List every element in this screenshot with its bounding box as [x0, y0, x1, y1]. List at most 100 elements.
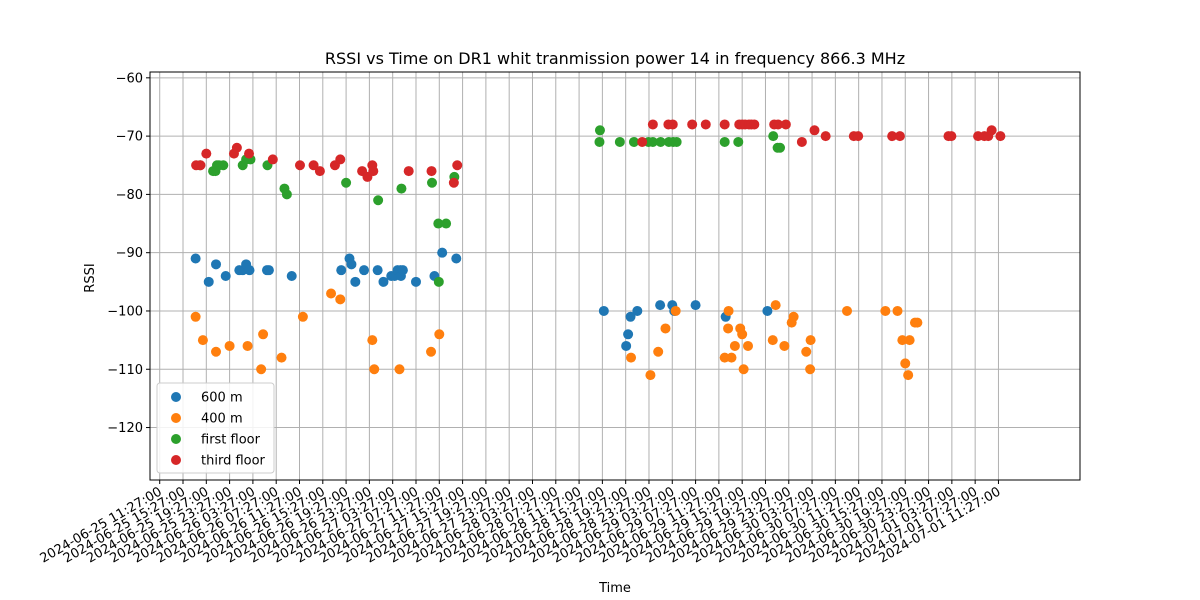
data-point	[308, 160, 319, 171]
data-point	[231, 142, 242, 153]
data-point	[350, 276, 361, 287]
data-point	[396, 183, 407, 194]
plot-frame	[149, 71, 1081, 481]
data-point	[594, 136, 605, 147]
data-point	[719, 136, 730, 147]
data-point	[434, 329, 445, 340]
chart-title: RSSI vs Time on DR1 whit tranmission pow…	[325, 49, 905, 68]
y-axis-title: RSSI	[83, 263, 98, 292]
data-point	[788, 311, 799, 322]
data-point	[892, 305, 903, 316]
data-point	[614, 136, 625, 147]
data-point	[647, 119, 658, 130]
legend-label: 400 m	[201, 412, 243, 427]
data-point	[341, 177, 352, 188]
data-point	[244, 265, 255, 276]
data-point	[894, 131, 905, 142]
data-point	[733, 136, 744, 147]
data-point	[426, 166, 437, 177]
data-point	[770, 300, 781, 311]
data-point	[326, 288, 337, 299]
data-point	[195, 160, 206, 171]
data-point	[655, 300, 666, 311]
data-point	[726, 352, 737, 363]
data-point	[256, 364, 267, 375]
data-point	[738, 364, 749, 375]
data-point	[594, 125, 605, 136]
data-point	[359, 265, 370, 276]
data-point	[647, 136, 658, 147]
data-point	[946, 131, 957, 142]
data-point	[369, 364, 380, 375]
data-point	[897, 335, 908, 346]
data-point	[767, 335, 778, 346]
legend-label: third floor	[201, 454, 266, 469]
y-tick-label: −60	[116, 71, 143, 86]
data-point	[762, 305, 773, 316]
data-point	[451, 253, 462, 264]
data-point	[335, 294, 346, 305]
data-point	[394, 364, 405, 375]
data-point	[667, 119, 678, 130]
legend-box	[156, 382, 275, 474]
data-point	[900, 358, 911, 369]
data-point	[719, 119, 730, 130]
data-point	[742, 340, 753, 351]
data-point	[628, 136, 639, 147]
data-point	[211, 346, 222, 357]
y-axis-ticks: −120 −110 −100 −90 −80 −70 −60	[107, 71, 150, 436]
data-point	[670, 305, 681, 316]
data-point	[632, 305, 643, 316]
data-point	[224, 340, 235, 351]
x-axis-title: Time	[598, 581, 631, 596]
y-tick-label: −70	[116, 130, 143, 145]
data-point	[258, 329, 269, 340]
data-point	[276, 352, 287, 363]
legend-marker	[171, 434, 181, 444]
data-point	[749, 119, 760, 130]
series-first-floor	[194, 125, 786, 287]
data-point	[660, 323, 671, 334]
data-point	[729, 340, 740, 351]
data-point	[263, 265, 274, 276]
data-point	[336, 265, 347, 276]
y-tick-label: −120	[107, 421, 143, 436]
data-point	[211, 259, 222, 270]
legend-label: first floor	[201, 433, 261, 448]
data-point	[853, 131, 864, 142]
data-point	[780, 119, 791, 130]
data-point	[433, 218, 444, 229]
series-third-floor	[191, 119, 1006, 188]
data-point	[218, 160, 229, 171]
data-point	[779, 340, 790, 351]
data-point	[903, 370, 914, 381]
data-point	[397, 265, 408, 276]
data-point	[286, 271, 297, 281]
y-tick-label: −100	[107, 304, 143, 319]
data-point	[220, 271, 231, 281]
legend-label: 600 m	[201, 391, 243, 406]
data-point	[427, 177, 438, 188]
data-point	[645, 370, 656, 381]
data-point	[621, 340, 632, 351]
data-point	[373, 195, 384, 206]
data-point	[203, 276, 214, 287]
data-point	[687, 119, 698, 130]
data-point	[346, 259, 357, 270]
data-point	[805, 335, 816, 346]
data-point	[242, 340, 253, 351]
data-point	[842, 305, 853, 316]
data-point	[244, 148, 255, 159]
data-point	[410, 276, 421, 287]
data-point	[986, 125, 997, 136]
data-point	[912, 317, 923, 328]
data-point	[775, 142, 786, 153]
data-point	[773, 119, 784, 130]
series-600-m	[190, 247, 773, 351]
data-point	[294, 160, 305, 171]
y-tick-label: −80	[116, 188, 143, 203]
data-point	[335, 154, 346, 165]
data-point	[378, 276, 389, 287]
